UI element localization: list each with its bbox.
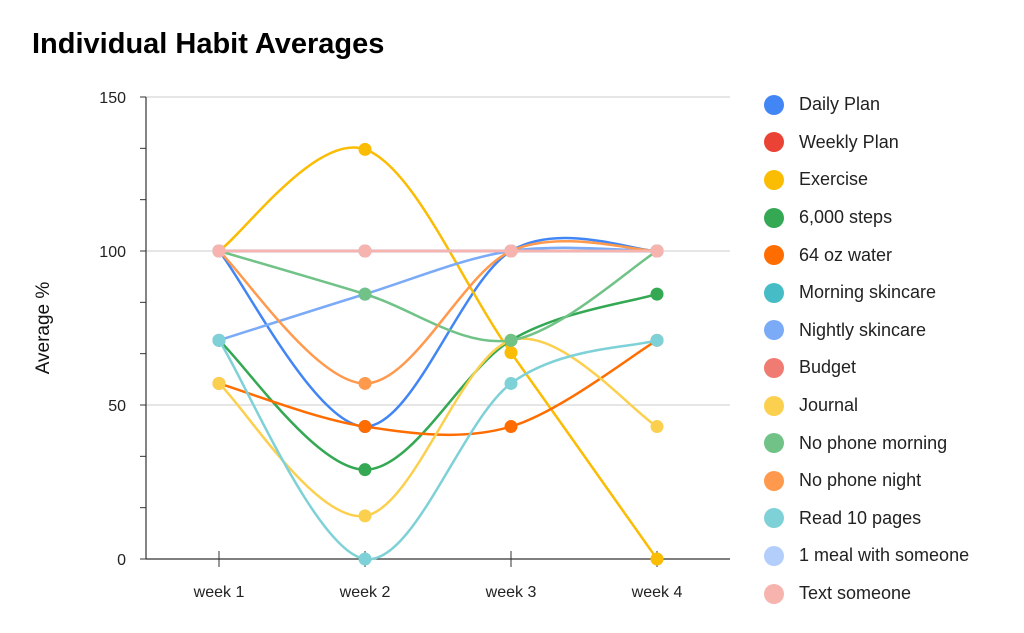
series-line: [217, 339, 658, 561]
data-point: [358, 552, 372, 566]
data-point: [358, 376, 372, 390]
series-line: [218, 146, 659, 560]
legend-item[interactable]: Read 10 pages: [764, 500, 969, 538]
series-exercise: [212, 142, 664, 566]
x-tick-label: week 1: [193, 584, 245, 601]
data-point: [650, 244, 664, 258]
legend-label: Daily Plan: [799, 94, 881, 115]
legend-swatch-icon: [764, 207, 784, 228]
legend-item[interactable]: Journal: [764, 387, 969, 425]
legend-label: 64 oz water: [799, 244, 893, 265]
y-tick-label: 0: [117, 552, 126, 569]
series-line: [218, 249, 658, 343]
series-line: [218, 246, 658, 342]
legend-label: No phone morning: [799, 432, 948, 453]
legend-label: Read 10 pages: [799, 507, 922, 528]
legend-swatch-icon: [764, 245, 784, 266]
series-no-phone-night: [212, 239, 664, 390]
y-tick-label: 50: [108, 398, 126, 415]
series-journal: [212, 333, 664, 523]
legend-label: No phone night: [799, 470, 922, 491]
legend-label: 1 meal with someone: [799, 545, 970, 566]
data-point: [504, 333, 518, 347]
x-tick-label: week 2: [339, 584, 391, 601]
x-tick-label: week 3: [485, 584, 537, 601]
data-point: [212, 244, 226, 258]
legend-label: Nightly skincare: [799, 319, 927, 340]
series-no-phone-morning: [212, 244, 664, 347]
legend-item[interactable]: 64 oz water: [764, 236, 969, 274]
legend-item[interactable]: 6,000 steps: [764, 199, 969, 237]
data-point: [650, 333, 664, 347]
legend-label: Journal: [799, 395, 859, 416]
legend-swatch-icon: [764, 357, 784, 378]
legend-label: Text someone: [799, 583, 912, 604]
legend-swatch-icon: [764, 169, 784, 190]
legend-swatch-icon: [764, 583, 784, 604]
y-axis-label: Average %: [33, 282, 54, 375]
legend-label: Exercise: [799, 169, 869, 190]
legend-item[interactable]: No phone night: [764, 462, 969, 500]
data-point: [358, 244, 372, 258]
legend-swatch-icon: [764, 320, 784, 341]
legend-swatch-icon: [764, 508, 784, 529]
data-point: [504, 376, 518, 390]
x-tick-label: week 4: [631, 584, 683, 601]
series-read-10-pages: [212, 333, 664, 566]
data-point: [650, 420, 664, 434]
data-point: [212, 333, 226, 347]
legend-label: 6,000 steps: [799, 207, 893, 228]
data-point: [504, 244, 518, 258]
y-tick-label: 150: [99, 90, 126, 107]
data-point: [650, 552, 664, 566]
legend-item[interactable]: Budget: [764, 349, 969, 387]
legend-label: Weekly Plan: [799, 131, 899, 152]
legend-swatch-icon: [764, 470, 784, 491]
legend-item[interactable]: Exercise: [764, 161, 969, 199]
series-line: [218, 236, 658, 428]
data-point: [358, 420, 372, 434]
legend-swatch-icon: [764, 282, 784, 303]
legend-swatch-icon: [764, 94, 784, 115]
y-tick-label: 100: [99, 244, 126, 261]
series-line: [218, 339, 658, 437]
legend-item[interactable]: 1 meal with someone: [764, 537, 969, 575]
data-point: [212, 376, 226, 390]
legend-swatch-icon: [764, 395, 784, 416]
data-point: [358, 142, 372, 156]
legend-swatch-icon: [764, 433, 784, 454]
chart-title: Individual Habit Averages: [32, 28, 385, 60]
data-point: [504, 420, 518, 434]
data-point: [650, 287, 664, 301]
series-line: [218, 292, 658, 471]
legend-item[interactable]: Weekly Plan: [764, 124, 969, 162]
series-line: [218, 239, 658, 385]
legend-item[interactable]: Morning skincare: [764, 274, 969, 312]
legend-label: Budget: [799, 357, 857, 378]
data-point: [358, 287, 372, 301]
legend-item[interactable]: Nightly skincare: [764, 312, 969, 350]
series-text-someone: [212, 244, 664, 258]
data-point: [358, 509, 372, 523]
data-point: [358, 463, 372, 477]
data-point: [504, 346, 518, 360]
legend-swatch-icon: [764, 545, 784, 566]
legend-item[interactable]: No phone morning: [764, 424, 969, 462]
legend: Daily Plan Weekly Plan Exercise 6,000 steps…: [764, 86, 969, 612]
legend-item[interactable]: Daily Plan: [764, 86, 969, 124]
legend-swatch-icon: [764, 132, 784, 153]
legend-item[interactable]: Text someone: [764, 575, 969, 613]
legend-label: Morning skincare: [799, 282, 937, 303]
